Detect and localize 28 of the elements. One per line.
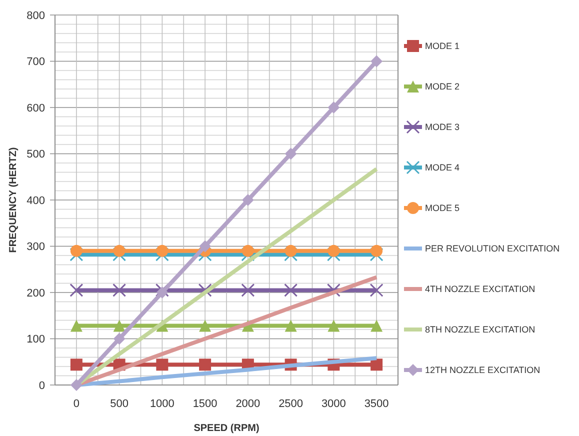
x-tick-label: 1500 <box>192 398 218 410</box>
legend-label: MODE 4 <box>425 162 460 173</box>
x-tick-label: 3000 <box>321 398 346 410</box>
y-tick-label: 500 <box>26 148 45 161</box>
legend-label: PER REVOLUTION EXCITATION <box>425 244 560 254</box>
y-tick-label: 100 <box>26 334 45 346</box>
legend-label: 8TH NOZZLE EXCITATION <box>425 324 536 335</box>
y-tick-label: 800 <box>26 10 45 22</box>
y-tick-label: 700 <box>26 56 45 68</box>
x-tick-label: 1000 <box>150 398 174 410</box>
y-tick-label: 200 <box>26 287 45 300</box>
legend-label: 12TH NOZZLE EXCITATION <box>425 365 540 376</box>
x-tick-label: 500 <box>110 398 128 410</box>
x-tick-label: 0 <box>73 398 80 410</box>
x-tick-label: 2000 <box>236 398 260 410</box>
x-axis-title: SPEED (RPM) <box>194 423 260 434</box>
legend-label: MODE 2 <box>425 82 460 92</box>
legend-label: 4TH NOZZLE EXCITATION <box>425 284 536 294</box>
y-axis-title: FREQUENCY (HERTZ) <box>8 147 19 253</box>
y-tick-label: 300 <box>26 241 45 254</box>
legend-label: MODE 3 <box>425 122 460 132</box>
x-tick-label: 3500 <box>364 398 389 410</box>
x-tick-label: 2500 <box>278 398 304 410</box>
legend-label: MODE 1 <box>425 41 460 52</box>
y-tick-label: 400 <box>26 194 45 207</box>
legend-label: MODE 5 <box>425 203 460 214</box>
y-tick-label: 0 <box>38 380 45 392</box>
y-tick-label: 600 <box>26 102 45 114</box>
